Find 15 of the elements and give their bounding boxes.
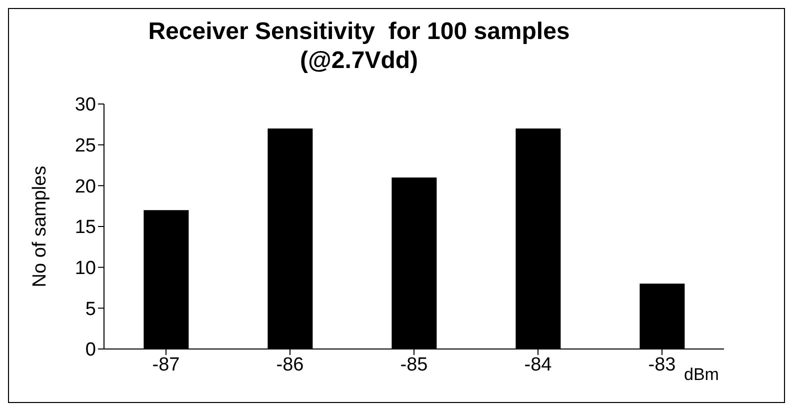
y-tick-label: 0 bbox=[85, 340, 96, 361]
chart-title: Receiver Sensitivity for 100 samples (@2.7Vdd) bbox=[147, 17, 571, 75]
x-tick-label: -85 bbox=[400, 354, 428, 376]
y-tick-label: 15 bbox=[74, 217, 96, 238]
y-tick-label: 5 bbox=[85, 298, 96, 320]
x-tick-label: -84 bbox=[524, 354, 552, 376]
x-tick-label: -83 bbox=[648, 354, 676, 376]
y-tick-label: 30 bbox=[74, 94, 96, 116]
y-axis-title: No of samples bbox=[30, 166, 51, 288]
x-tick-label: -87 bbox=[152, 354, 180, 376]
x-axis-title: dBm bbox=[684, 365, 719, 384]
y-tick-label: 20 bbox=[74, 176, 96, 198]
y-tick-label: 25 bbox=[74, 136, 96, 157]
y-tick-label: 10 bbox=[74, 258, 96, 280]
x-tick-label: -86 bbox=[276, 354, 304, 376]
